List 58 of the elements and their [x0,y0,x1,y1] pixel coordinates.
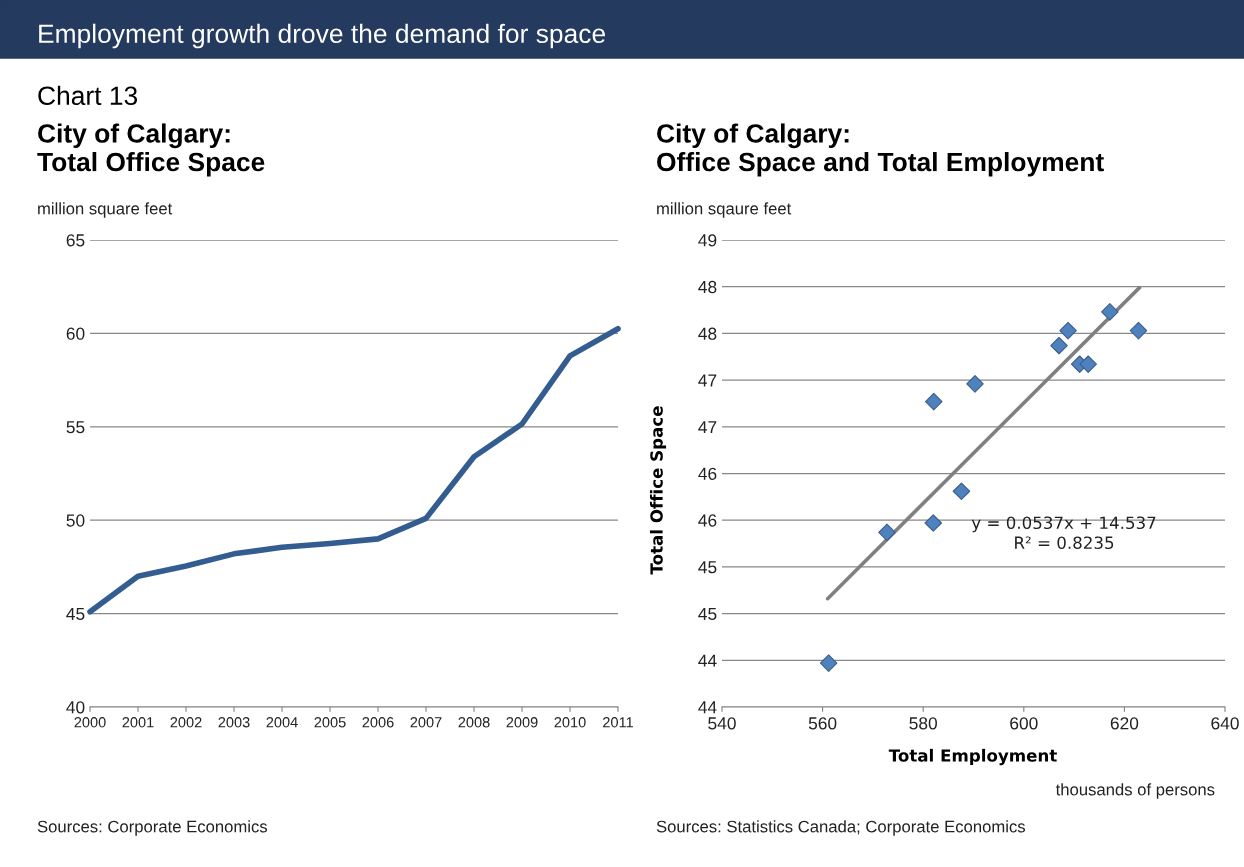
y-tick-label: 40 [66,701,85,714]
y-tick-label: 44 [698,701,717,714]
point [924,514,943,532]
x-tick-label: 2001 [122,717,154,728]
point [878,523,896,542]
x-tick-label: 580 [909,717,938,730]
y-axis-title: million square feet [38,202,173,218]
text: thousands of persons [1055,783,1215,799]
point [819,654,838,672]
x-tick-label: 2003 [218,717,250,728]
y-tick-label: 45 [698,561,717,574]
x-tick-label: 2000 [74,717,106,728]
point [966,375,984,393]
point [1079,355,1097,373]
y-tick-label: 49 [698,234,717,247]
point [952,482,971,501]
x-tick-label: 2008 [458,717,490,728]
y-tick-label: 55 [66,421,85,434]
x-tick-label: 2009 [506,717,538,728]
x-tick-label: 640 [1211,717,1239,730]
caption: Chart 13 [38,85,138,106]
x-tick-label: 2004 [266,717,298,728]
y-tick-label: 44 [698,654,717,667]
source-note: Sources: Statistics Canada; Corporate Economics [656,820,1026,836]
y-tick-label: 47 [698,421,717,434]
x-tick-label: 2002 [170,717,202,728]
y-tick-label: 48 [698,280,717,294]
y-tick-label: 45 [66,607,85,621]
x-tick-label: 2007 [410,717,442,728]
annotation: y = 0.0537x + 14.537 R² = 0.8235 [971,516,1156,550]
chart-title: City of Calgary: Office Space and Total Employment [657,123,1104,177]
y-tick-label: 65 [66,234,85,247]
point [1059,321,1077,340]
x-axis-title: Total Employment [888,748,1057,766]
x-tick-label: 560 [808,717,837,730]
text: million sqaure feet [657,202,792,218]
x-tick-label: 2006 [362,717,394,728]
text: Employment growth drove the demand for space [39,23,605,49]
source-note: Sources: Corporate Economics [37,820,268,836]
x-tick-label: 620 [1110,717,1139,730]
y-tick-label: 50 [66,514,85,527]
y-tick-label: 47 [698,374,717,387]
x-tick-label: 2010 [554,717,586,728]
point [1050,336,1068,355]
point [1101,303,1119,321]
y-axis-title: Total Office Space [649,406,667,575]
x-tick-label: 2005 [314,717,346,728]
x-tick-label: 2011 [603,717,633,728]
point [1129,321,1148,340]
point [924,392,943,411]
y-tick-label: 45 [698,607,717,621]
y-tick-label: 46 [698,514,717,527]
x-tick-label: 600 [1010,717,1038,730]
chart-title: City of Calgary: Total Office Space [37,123,265,177]
y-tick-label: 60 [66,327,85,340]
x-tick-label: 540 [708,717,736,730]
y-tick-label: 46 [698,467,717,480]
y-tick-label: 48 [698,327,717,340]
